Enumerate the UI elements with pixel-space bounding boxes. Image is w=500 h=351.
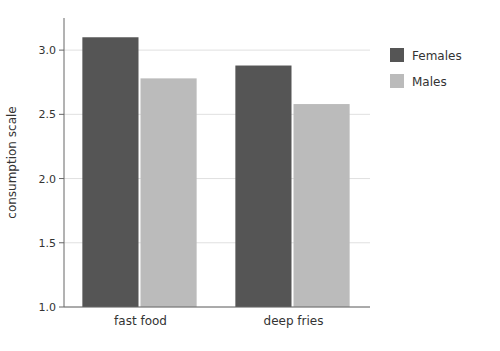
chart-svg: 1.0 1.5 2.0 2.5 3.0 fast food deep fries consum…	[0, 0, 500, 351]
chart-container: 1.0 1.5 2.0 2.5 3.0 fast food deep fries consum…	[0, 0, 500, 351]
bars	[82, 37, 349, 307]
y-axis-label: consumption scale	[5, 106, 19, 218]
bar	[235, 66, 291, 307]
grid-line	[64, 307, 370, 308]
y-tick-label: 2.5	[39, 108, 57, 121]
legend-label: Females	[412, 49, 462, 63]
y-tick	[59, 114, 64, 115]
y-tick-label: 1.0	[39, 301, 57, 314]
bar	[82, 37, 138, 307]
y-tick	[59, 178, 64, 179]
legend-swatch	[390, 48, 404, 62]
legend-label: Males	[412, 75, 447, 89]
y-axis-line	[64, 18, 65, 307]
y-tick-label: 2.0	[39, 173, 57, 186]
y-tick	[59, 50, 64, 51]
x-tick-label: fast food	[114, 314, 167, 328]
bar	[141, 78, 197, 307]
x-axis-line	[64, 307, 370, 308]
y-tick	[59, 242, 64, 243]
y-tick	[59, 307, 64, 308]
axes: fast food deep fries	[64, 18, 370, 328]
legend: Females Males	[390, 48, 462, 89]
bar	[294, 104, 350, 307]
x-tick-label: deep fries	[264, 314, 324, 328]
y-tick-label: 3.0	[39, 44, 57, 57]
y-tick-label: 1.5	[39, 237, 57, 250]
legend-swatch	[390, 74, 404, 88]
